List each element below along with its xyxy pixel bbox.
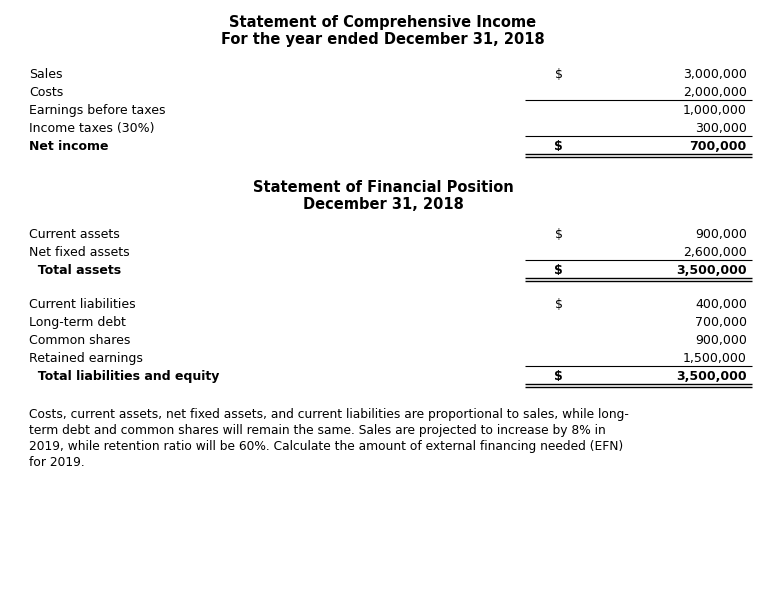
Text: Current assets: Current assets xyxy=(29,228,119,241)
Text: Statement of Financial Position: Statement of Financial Position xyxy=(253,180,513,195)
Text: Income taxes (30%): Income taxes (30%) xyxy=(29,122,155,135)
Text: 3,500,000: 3,500,000 xyxy=(676,264,747,277)
Text: 2,000,000: 2,000,000 xyxy=(683,86,747,99)
Text: Costs, current assets, net fixed assets, and current liabilities are proportiona: Costs, current assets, net fixed assets,… xyxy=(29,408,629,421)
Text: Retained earnings: Retained earnings xyxy=(29,352,143,365)
Text: term debt and common shares will remain the same. Sales are projected to increas: term debt and common shares will remain … xyxy=(29,424,606,437)
Text: 3,000,000: 3,000,000 xyxy=(683,68,747,81)
Text: 1,500,000: 1,500,000 xyxy=(683,352,747,365)
Text: $: $ xyxy=(555,298,563,311)
Text: Sales: Sales xyxy=(29,68,63,81)
Text: Current liabilities: Current liabilities xyxy=(29,298,136,311)
Text: 700,000: 700,000 xyxy=(689,140,747,153)
Text: 400,000: 400,000 xyxy=(695,298,747,311)
Text: Statement of Comprehensive Income: Statement of Comprehensive Income xyxy=(230,15,536,30)
Text: 900,000: 900,000 xyxy=(695,228,747,241)
Text: Total liabilities and equity: Total liabilities and equity xyxy=(29,370,220,383)
Text: Net income: Net income xyxy=(29,140,109,153)
Text: For the year ended December 31, 2018: For the year ended December 31, 2018 xyxy=(221,32,545,47)
Text: Costs: Costs xyxy=(29,86,64,99)
Text: Total assets: Total assets xyxy=(29,264,121,277)
Text: $: $ xyxy=(555,68,563,81)
Text: 2019, while retention ratio will be 60%. Calculate the amount of external financ: 2019, while retention ratio will be 60%.… xyxy=(29,440,624,453)
Text: 900,000: 900,000 xyxy=(695,334,747,347)
Text: Common shares: Common shares xyxy=(29,334,130,347)
Text: 2,600,000: 2,600,000 xyxy=(683,246,747,259)
Text: $: $ xyxy=(555,370,563,383)
Text: $: $ xyxy=(555,140,563,153)
Text: 700,000: 700,000 xyxy=(695,316,747,329)
Text: Net fixed assets: Net fixed assets xyxy=(29,246,129,259)
Text: Earnings before taxes: Earnings before taxes xyxy=(29,104,165,117)
Text: 3,500,000: 3,500,000 xyxy=(676,370,747,383)
Text: $: $ xyxy=(555,228,563,241)
Text: 300,000: 300,000 xyxy=(695,122,747,135)
Text: December 31, 2018: December 31, 2018 xyxy=(303,197,463,212)
Text: 1,000,000: 1,000,000 xyxy=(683,104,747,117)
Text: for 2019.: for 2019. xyxy=(29,456,85,469)
Text: Long-term debt: Long-term debt xyxy=(29,316,126,329)
Text: $: $ xyxy=(555,264,563,277)
